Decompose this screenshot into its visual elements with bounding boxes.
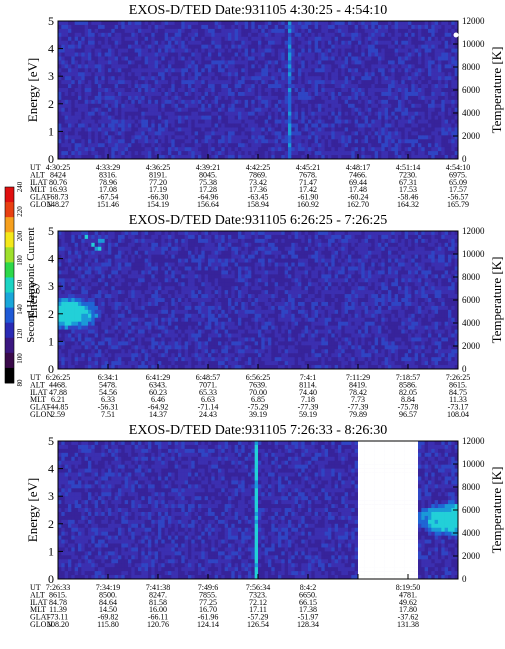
table-cell: 79.89 [349,410,367,419]
y2-tick-label: 10000 [462,249,485,259]
colorbar-label: Second Harmonic Current [25,227,37,342]
y-axis-label: Energy [eV] [25,58,40,122]
y2-tick-label: 2000 [462,551,481,561]
colorbar-segment [5,187,14,202]
table-cell: 148.27 [47,200,69,209]
y2-tick-label: 0 [462,574,467,584]
y-tick-label: 5 [48,14,54,28]
colorbar-segment [5,262,14,277]
table-cell: 108.20 [47,620,69,629]
colorbar-tick-label: 240 [16,181,24,192]
y2-tick-label: 8000 [462,62,481,72]
table-cell: 14.37 [149,410,167,419]
colorbar-segment [5,202,14,217]
spectrogram-cells [58,441,458,579]
y-tick-label: 4 [48,42,54,56]
table-cell: 128.34 [297,620,319,629]
y-tick-label: 1 [48,544,54,558]
colorbar-segment [5,293,14,308]
colorbar: 80 100 120 140 160 180 200 220 240 Second Harmoni… [5,181,37,386]
y-tick-label: 1 [48,124,54,138]
spectrogram-cells [58,21,458,159]
y2-tick-label: 4000 [462,528,481,538]
table-cell: 24.43 [199,410,217,419]
colorbar-tick-label: 180 [16,255,24,266]
y-tick-label: 2 [48,307,54,321]
table-cell: 156.64 [197,200,219,209]
table-cell: 108.04 [447,410,469,419]
y2-tick-label: 6000 [462,505,481,515]
y-tick-label: 4 [48,252,54,266]
panel-1: EXOS-D/TED Date:931105 4:30:25 - 4:54:10… [25,3,504,209]
y2-tick-label: 8000 [462,482,481,492]
y2-axis-label: Temperature [K] [489,467,504,554]
y2-tick-label: 10000 [462,459,485,469]
chart-title: EXOS-D/TED Date:931105 4:30:25 - 4:54:10 [129,3,387,18]
chart-title: EXOS-D/TED Date:931105 7:26:33 - 8:26:30 [129,423,387,438]
panel-2: EXOS-D/TED Date:931105 6:26:25 - 7:26:25… [25,213,504,419]
y2-tick-label: 12000 [462,436,485,446]
table-cell: 2.59 [51,410,65,419]
y-tick-label: 3 [48,69,54,83]
table-cell: 96.57 [399,410,417,419]
colorbar-tick-label: 200 [16,230,24,241]
colorbar-segment [5,277,14,292]
y-axis-label: Energy [eV] [25,478,40,542]
table-cell: 39.19 [249,410,267,419]
colorbar-tick-label: 100 [16,353,24,364]
y2-tick-label: 2000 [462,341,481,351]
table-cell: 131.38 [397,620,419,629]
y2-tick-label: 8000 [462,272,481,282]
colorbar-segment [5,232,14,247]
colorbar-segment [5,368,14,383]
y-tick-label: 5 [48,434,54,448]
colorbar-tick-label: 220 [16,206,24,217]
y2-tick-label: 6000 [462,295,481,305]
y2-tick-label: 6000 [462,85,481,95]
colorbar-segment [5,353,14,368]
colorbar-segment [5,338,14,353]
colorbar-segment [5,323,14,338]
table-cell: 126.54 [247,620,269,629]
y2-tick-label: 4000 [462,318,481,328]
table-cell: 160.92 [297,200,319,209]
table-cell: 151.46 [97,200,119,209]
y2-axis-label: Temperature [K] [489,47,504,134]
y2-tick-label: 12000 [462,16,485,26]
colorbar-segment [5,247,14,262]
y2-tick-label: 2000 [462,131,481,141]
y2-tick-label: 12000 [462,226,485,236]
table-cell: 164.32 [397,200,419,209]
table-cell: 124.14 [197,620,219,629]
colorbar-tick-label: 140 [16,304,24,315]
y-tick-label: 2 [48,97,54,111]
colorbar-tick-label: 120 [16,328,24,339]
y2-tick-label: 10000 [462,39,485,49]
y-tick-label: 2 [48,517,54,531]
table-cell: 115.80 [97,620,119,629]
panel-3: EXOS-D/TED Date:931105 7:26:33 - 8:26:30… [25,423,504,629]
table-cell: 158.94 [247,200,269,209]
table-cell: 59.19 [299,410,317,419]
colorbar-segment [5,217,14,232]
colorbar-tick-label: 80 [16,379,24,387]
spectrogram-cells [58,231,458,369]
table-cell: 162.70 [347,200,369,209]
y-tick-label: 5 [48,224,54,238]
y2-axis-label: Temperature [K] [489,257,504,344]
table-cell: 165.79 [447,200,469,209]
data-marker [454,33,459,38]
colorbar-tick-label: 160 [16,279,24,290]
table-cell: 7.51 [101,410,115,419]
y-tick-label: 1 [48,334,54,348]
y-tick-label: 3 [48,489,54,503]
table-cell: 154.19 [147,200,169,209]
table-cell: 120.76 [147,620,169,629]
y2-tick-label: 4000 [462,108,481,118]
y-tick-label: 3 [48,279,54,293]
chart-title: EXOS-D/TED Date:931105 6:26:25 - 7:26:25 [129,213,387,228]
colorbar-segment [5,308,14,323]
y-tick-label: 4 [48,462,54,476]
